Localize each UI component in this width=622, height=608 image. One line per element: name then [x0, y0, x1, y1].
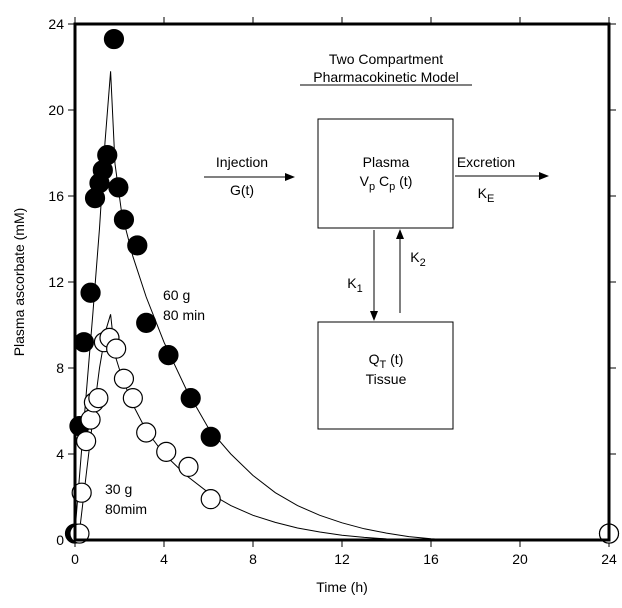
x-tick-label: 24 [601, 551, 617, 567]
filled-data-point [127, 235, 148, 256]
filled-data-point [180, 388, 201, 409]
tissue-equation: QT (t) [369, 351, 404, 371]
y-tick-label: 0 [56, 532, 64, 548]
open-data-point [156, 441, 177, 462]
x-tick-label: 16 [423, 551, 439, 567]
injection-function: G(t) [230, 182, 254, 198]
fit-curve-series-1 [74, 71, 454, 541]
injection-label: Injection [216, 154, 268, 170]
k1-arrowhead [370, 311, 378, 321]
x-tick-label: 12 [334, 551, 350, 567]
axis-ticks [68, 17, 616, 547]
open-data-point [106, 338, 127, 359]
annotation-30g: 30 g 80mim [105, 481, 147, 517]
open-data-point [136, 422, 157, 443]
filled-data-point [73, 332, 95, 353]
k1-label: K1 [347, 275, 362, 295]
y-tick-label: 12 [48, 274, 64, 290]
y-tick-label: 8 [56, 360, 64, 376]
tick-labels: 0 4 8 12 16 20 24 0 4 8 12 16 20 24 [48, 16, 617, 567]
plot-frame [73, 22, 611, 542]
plasma-equation: Vp Cp (t) [360, 173, 413, 193]
x-tick-label: 20 [512, 551, 528, 567]
open-data-point [80, 409, 101, 430]
x-tick-label: 4 [160, 551, 168, 567]
k2-arrowhead [396, 229, 404, 239]
annotation-60g-line1: 60 g [163, 287, 190, 303]
y-tick-label: 16 [48, 188, 64, 204]
tissue-label: Tissue [366, 371, 407, 387]
model-diagram: Two Compartment Pharmacokinetic Model Pl… [204, 51, 549, 430]
excretion-label: Excretion [457, 154, 515, 170]
diagram-title-line2: Pharmacokinetic Model [313, 69, 459, 85]
plasma-title: Plasma [363, 154, 410, 170]
data-points [64, 28, 620, 544]
annotation-60g: 60 g 80 min [163, 287, 205, 323]
fit-curves [74, 71, 454, 541]
y-axis-title: Plasma ascorbate (mM) [11, 208, 27, 357]
k2-label: K2 [410, 249, 425, 269]
diagram-title-line1: Two Compartment [329, 51, 443, 67]
filled-data-point [113, 209, 135, 230]
y-tick-label: 20 [48, 102, 64, 118]
annotation-60g-line2: 80 min [163, 307, 205, 323]
x-tick-label: 0 [71, 551, 79, 567]
open-data-point [71, 482, 92, 503]
y-tick-label: 4 [56, 446, 64, 462]
open-data-point [200, 489, 221, 510]
annotation-30g-line1: 30 g [105, 481, 132, 497]
open-data-point [113, 368, 135, 389]
excretion-rate-label: KE [478, 185, 495, 205]
filled-data-point [108, 177, 129, 198]
filled-data-point [97, 145, 118, 166]
filled-data-point [200, 426, 221, 447]
open-data-point [122, 388, 143, 409]
filled-data-point [103, 28, 125, 50]
x-tick-label: 8 [249, 551, 257, 567]
filled-data-point [80, 282, 101, 303]
excretion-arrowhead [539, 172, 549, 180]
open-data-point [178, 456, 199, 477]
x-axis-title: Time (h) [316, 579, 368, 595]
annotation-30g-line2: 80mim [105, 501, 147, 517]
y-tick-label: 24 [48, 16, 64, 32]
plasma-box [317, 118, 454, 229]
injection-arrowhead [285, 173, 295, 181]
filled-data-point [136, 312, 157, 333]
tissue-box [317, 321, 454, 430]
open-data-point [88, 388, 109, 409]
open-data-point [76, 431, 97, 452]
filled-data-point [158, 345, 179, 366]
